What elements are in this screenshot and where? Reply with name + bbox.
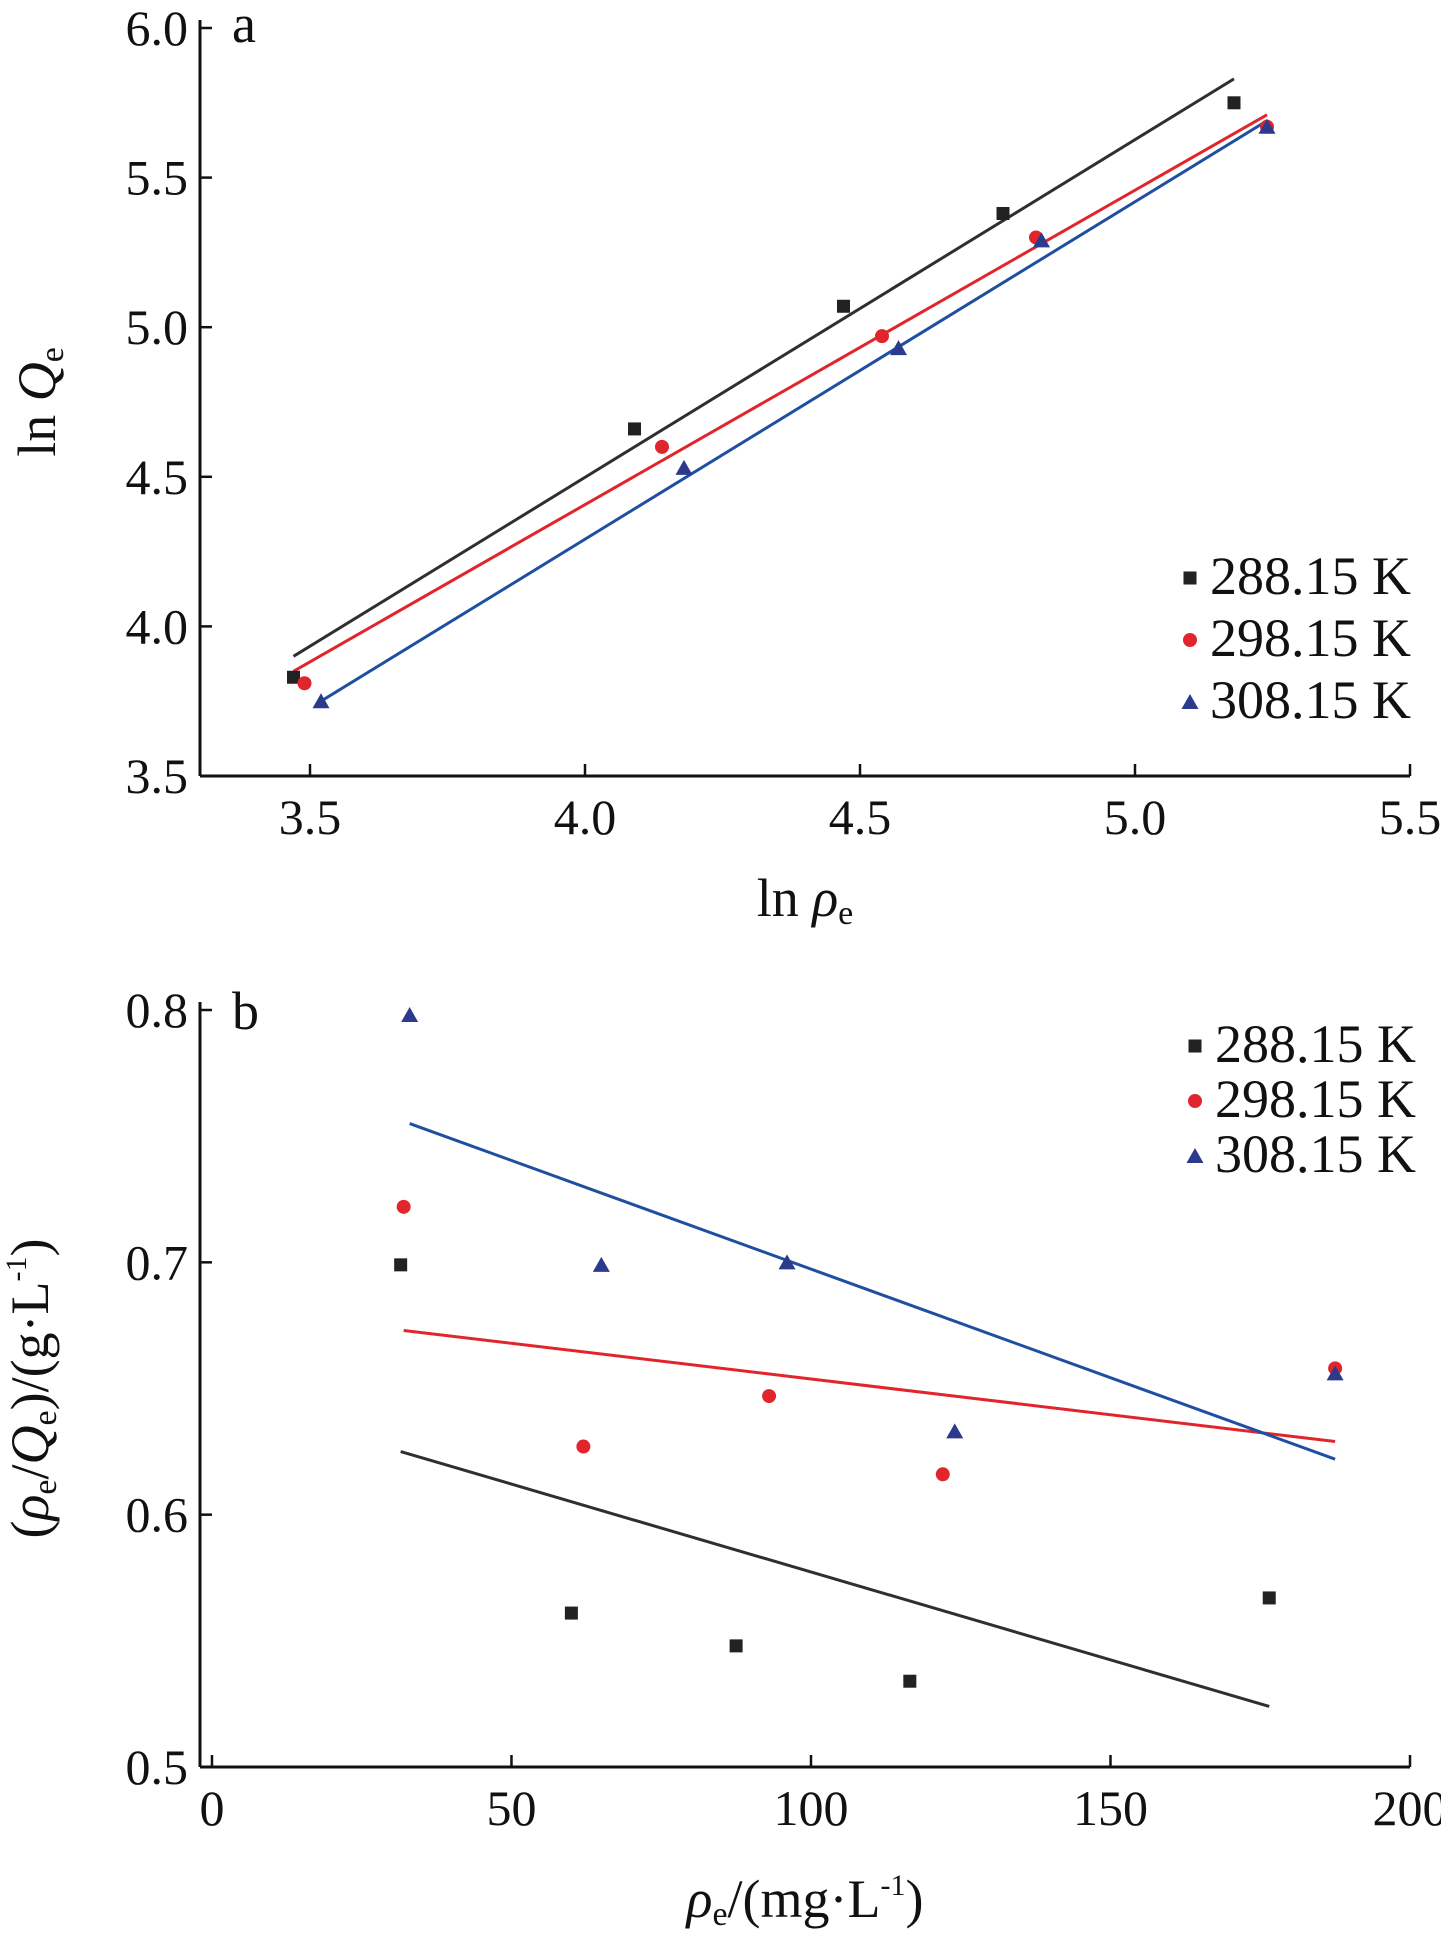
y-tick-label: 0.6 xyxy=(126,1487,189,1543)
legend-entry: 288.15 K xyxy=(1215,1014,1416,1074)
data-point-29815 xyxy=(655,439,669,454)
data-point-28815 xyxy=(1227,96,1241,110)
data-point-30815 xyxy=(675,459,693,475)
y-tick-label: 4.0 xyxy=(126,598,189,654)
legend-marker xyxy=(1183,633,1197,647)
x-axis-label: ρe/(mg·L-1) xyxy=(685,1869,924,1933)
x-tick-label: 5.0 xyxy=(1104,789,1167,845)
y-tick-label: 0.8 xyxy=(126,982,189,1038)
data-point-28815 xyxy=(394,1258,408,1272)
legend-entry: 308.15 K xyxy=(1215,1124,1416,1184)
data-point-29815 xyxy=(297,676,312,691)
data-point-30815 xyxy=(1033,232,1050,248)
y-axis-label: (ρe/Qe)/(g·L-1) xyxy=(0,1238,64,1538)
legend-entry: 288.15 K xyxy=(1210,546,1411,606)
x-tick-label: 4.0 xyxy=(554,789,617,845)
x-tick-label: 4.5 xyxy=(829,789,892,845)
data-point-28815 xyxy=(628,422,641,436)
y-tick-label: 5.5 xyxy=(126,150,189,206)
data-point-28815 xyxy=(729,1639,743,1653)
panel-label: b xyxy=(232,981,259,1041)
data-point-30815 xyxy=(778,1254,796,1270)
fit-line-29815 xyxy=(292,113,1268,673)
x-axis-label: ln ρe xyxy=(757,868,854,932)
y-tick-label: 4.5 xyxy=(126,449,189,505)
data-point-30815 xyxy=(890,340,907,356)
fit-line-28815 xyxy=(400,1450,1270,1708)
data-point-29815 xyxy=(396,1199,411,1214)
data-point-30815 xyxy=(1258,118,1276,134)
x-tick-label: 0 xyxy=(199,1780,224,1836)
legend-marker xyxy=(1188,1094,1202,1108)
data-point-28815 xyxy=(1262,1591,1276,1605)
data-point-29815 xyxy=(875,329,889,344)
y-tick-label: 0.7 xyxy=(126,1234,189,1290)
x-tick-label: 50 xyxy=(486,1780,536,1836)
legend-entry: 308.15 K xyxy=(1210,670,1411,730)
legend-entry: 298.15 K xyxy=(1215,1069,1416,1129)
data-point-30815 xyxy=(312,693,330,709)
fit-line-30815 xyxy=(409,1122,1336,1461)
legend-entry: 298.15 K xyxy=(1210,608,1411,668)
fit-line-30815 xyxy=(320,119,1268,703)
data-point-28815 xyxy=(287,670,300,684)
legend-marker xyxy=(1183,571,1197,585)
data-point-29815 xyxy=(576,1439,591,1454)
x-tick-label: 150 xyxy=(1073,1780,1148,1836)
x-tick-label: 100 xyxy=(773,1780,848,1836)
data-point-29815 xyxy=(935,1467,950,1482)
data-point-28815 xyxy=(903,1674,917,1688)
legend-marker xyxy=(1181,694,1199,709)
fit-line-29815 xyxy=(403,1328,1336,1443)
data-point-30815 xyxy=(946,1423,964,1439)
data-point-28815 xyxy=(564,1606,578,1620)
chart-panel-a: 3.5 4.0 4.5 5.0 5.5 3.5 4.0 4.5 5.0 5.5 6.0 a ln ρe l… xyxy=(7,0,1441,932)
chart-panel-b: 0 50 100 150 200 0.5 0.6 0.7 0.8 b ρe/(mg·L-1) (ρe/… xyxy=(0,981,1441,1933)
data-point-29815 xyxy=(762,1389,777,1404)
data-point-28815 xyxy=(837,299,850,313)
panel-label: a xyxy=(232,0,256,54)
y-tick-label: 3.5 xyxy=(126,748,189,804)
data-point-30815 xyxy=(592,1256,610,1272)
x-tick-label: 3.5 xyxy=(279,789,342,845)
data-point-30815 xyxy=(1326,1365,1344,1381)
y-tick-label: 0.5 xyxy=(126,1739,189,1795)
y-axis-label: ln Qe xyxy=(7,347,71,457)
y-tick-label: 6.0 xyxy=(126,0,189,56)
data-point-30815 xyxy=(401,1007,419,1023)
legend-marker xyxy=(1188,1039,1202,1053)
fit-line-28815 xyxy=(292,77,1235,658)
x-tick-label: 200 xyxy=(1373,1780,1441,1836)
legend-marker xyxy=(1186,1148,1204,1163)
data-point-28815 xyxy=(996,207,1010,221)
y-tick-label: 5.0 xyxy=(126,299,189,355)
x-tick-label: 5.5 xyxy=(1379,789,1441,845)
